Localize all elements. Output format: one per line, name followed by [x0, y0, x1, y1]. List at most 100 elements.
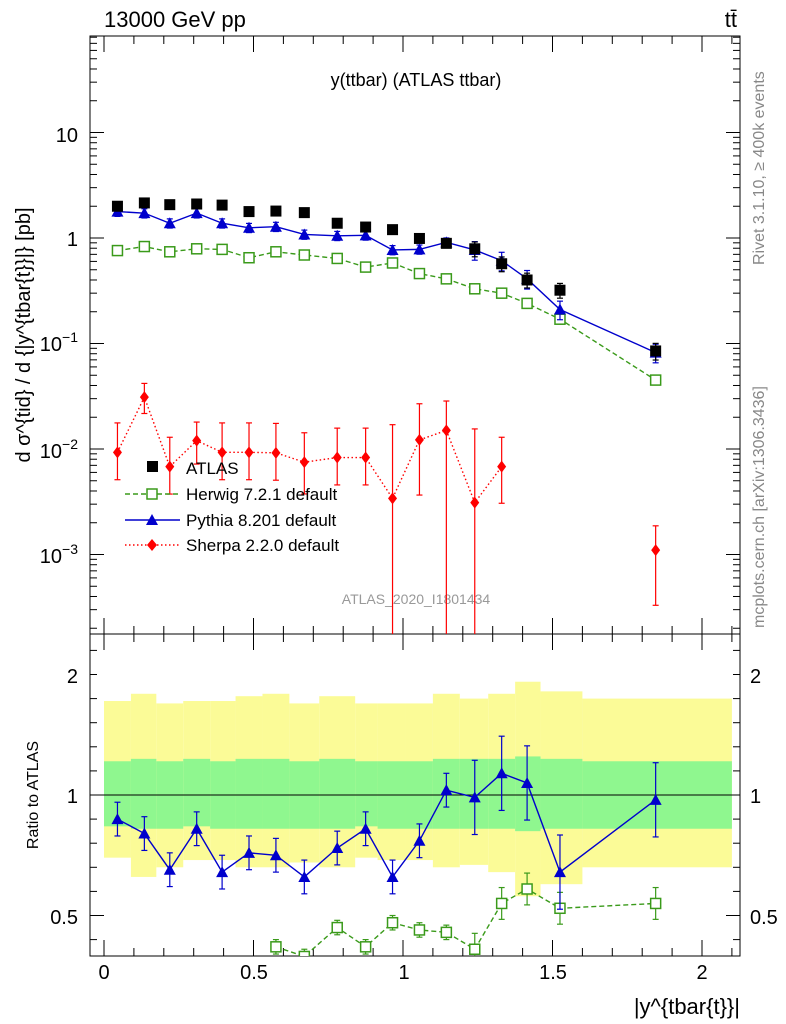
y-tick-label-1: 1 — [67, 229, 78, 251]
legend-entry-herwig: Herwig 7.2.1 default — [125, 485, 337, 504]
legend-entry-sherpa: Sherpa 2.2.0 default — [125, 536, 339, 555]
herwig-line — [117, 245, 657, 381]
ratio-pythia-point — [521, 776, 534, 788]
analysis-watermark: ATLAS_2020_I1801434 — [342, 591, 491, 607]
atlas-point — [111, 200, 123, 212]
series-sherpa — [112, 382, 661, 634]
axis-ticks — [90, 36, 740, 956]
ratio-y-tick-labels: 2 1 0.5 2 1 0.5 — [50, 666, 778, 929]
x-axis-title: |y^{tbar{t}}| — [634, 994, 740, 1019]
pythia-point — [413, 243, 426, 255]
sherpa-point — [361, 451, 371, 464]
x-tick-label-05: 0.5 — [240, 962, 268, 984]
atlas-point — [164, 199, 176, 211]
herwig-point — [386, 257, 399, 269]
sherpa-point — [388, 492, 398, 505]
pythia-point — [298, 228, 311, 240]
legend-label-pythia: Pythia 8.201 default — [186, 511, 337, 530]
legend-label-atlas: ATLAS — [186, 459, 239, 478]
ratio-pythia-point — [553, 866, 566, 878]
atlas-point — [554, 284, 566, 296]
ratio-band-inner — [262, 758, 290, 829]
sherpa-point — [112, 446, 122, 459]
legend-label-sherpa: Sherpa 2.2.0 default — [186, 536, 339, 555]
legend-marker-pythia — [146, 514, 158, 525]
ratio-herwig-point — [270, 941, 282, 953]
sherpa-point — [414, 433, 424, 446]
herwig-point — [270, 246, 282, 258]
ratio-pythia-point — [649, 793, 662, 805]
atlas-point — [360, 221, 372, 233]
ratio-plot-series — [111, 735, 662, 956]
ratio-herwig-point — [649, 897, 662, 910]
sherpa-point — [651, 544, 661, 557]
energy-label: 13000 GeV pp — [104, 7, 246, 32]
ratio-herwig-point — [359, 941, 372, 953]
x-tick-label-15: 1.5 — [539, 962, 567, 984]
ratio-pythia-point — [111, 813, 124, 825]
plot-title: y(ttbar) (ATLAS ttbar) — [331, 70, 502, 90]
ratio-herwig-point — [469, 943, 481, 955]
ratio-series-pythia — [111, 735, 662, 910]
ratio-uncertainty-bands — [90, 681, 740, 897]
legend-label-herwig: Herwig 7.2.1 default — [186, 485, 337, 504]
ratio-pythia-point — [386, 870, 399, 882]
ratio-herwig-point — [495, 897, 508, 910]
series-herwig — [111, 240, 662, 386]
atlas-point — [440, 237, 452, 249]
ratio-pythia-point — [163, 863, 176, 875]
ratio-pythia-point — [359, 822, 372, 834]
ratio-tick-label-1-left: 1 — [67, 786, 78, 808]
legend-marker-atlas — [147, 461, 158, 472]
herwig-point — [298, 249, 311, 261]
main-y-tick-labels: 10 1 10−1 10−2 10−3 — [40, 125, 78, 568]
sherpa-point — [497, 460, 507, 473]
herwig-point — [469, 283, 481, 295]
atlas-point — [650, 345, 662, 357]
ratio-series-herwig — [270, 872, 662, 956]
herwig-point — [190, 243, 203, 255]
ratio-pythia-point — [331, 842, 344, 854]
sherpa-point — [217, 446, 227, 459]
process-label: tt̄ — [725, 7, 737, 32]
ratio-pythia-point — [138, 827, 151, 839]
ratio-herwig-point — [386, 916, 399, 929]
pythia-point — [553, 303, 566, 315]
sherpa-point — [244, 446, 254, 459]
main-y-axis-title: d σ^{tid} / d {|y^{tbar{t}}|} [pb] — [13, 207, 35, 462]
pythia-point — [386, 243, 399, 255]
herwig-point — [243, 251, 255, 264]
ratio-band-inner — [355, 761, 378, 827]
ratio-tick-label-05-left: 0.5 — [50, 907, 78, 929]
herwig-point — [649, 374, 662, 386]
pythia-line — [117, 210, 656, 354]
atlas-point — [216, 199, 228, 211]
ratio-pythia-point — [243, 846, 256, 858]
atlas-point — [270, 205, 282, 217]
ratio-herwig-point — [331, 921, 343, 934]
pythia-point — [331, 229, 344, 241]
ratio-herwig-point — [440, 926, 453, 939]
x-tick-label-1: 1 — [398, 962, 409, 984]
ratio-tick-label-1-right: 1 — [750, 786, 761, 808]
ratio-pythia-point — [413, 834, 426, 846]
sherpa-point — [165, 460, 175, 473]
atlas-point — [496, 258, 508, 270]
ratio-pythia-point — [269, 849, 282, 861]
herwig-point — [440, 273, 453, 285]
pythia-point — [138, 207, 151, 219]
legend-marker-herwig — [146, 488, 158, 500]
sherpa-point — [271, 446, 281, 459]
pythia-point — [190, 207, 203, 219]
ratio-band-inner — [319, 758, 356, 829]
ratio-tick-label-2-left: 2 — [67, 666, 78, 688]
ratio-pythia-line — [117, 772, 657, 879]
ratio-band-inner — [235, 758, 263, 829]
ratio-pythia-point — [298, 870, 311, 882]
y-tick-label-1e-2: 10−2 — [40, 436, 78, 463]
pythia-point — [359, 229, 372, 241]
ratio-pythia-point — [440, 784, 453, 796]
pythia-point — [269, 220, 282, 232]
atlas-point — [413, 232, 425, 244]
